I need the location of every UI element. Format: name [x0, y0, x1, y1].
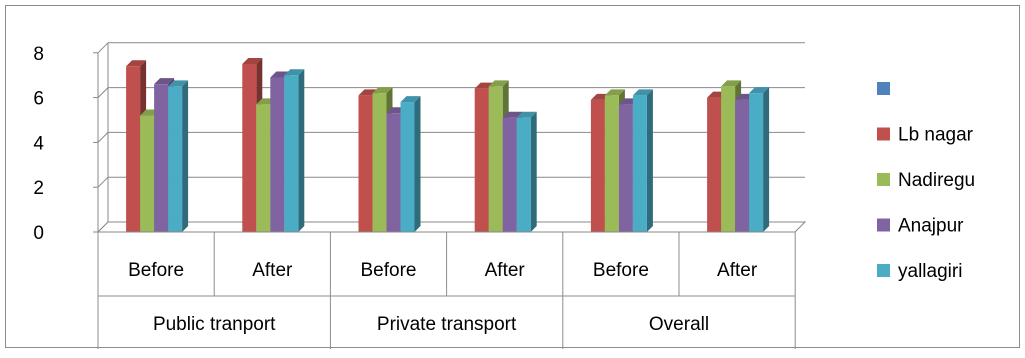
chart-floor: [96, 221, 807, 233]
bar-top: [372, 87, 393, 94]
x-tick-label: Before: [128, 260, 184, 281]
side-wall-gridline: [97, 87, 109, 98]
bar: [474, 88, 489, 232]
chart-border: [5, 5, 1020, 348]
bar: [358, 95, 373, 232]
bar: [400, 102, 415, 232]
x-tick-label: After: [485, 260, 526, 281]
y-tick-label: 8: [33, 44, 44, 65]
legend-label: Nadiregu: [898, 170, 975, 191]
legend-swatch: [877, 82, 890, 95]
bar-top: [400, 96, 421, 103]
x-tick-label: Before: [593, 260, 649, 281]
bar-top: [154, 78, 175, 85]
legend-swatch: [877, 127, 890, 141]
bar: [749, 93, 764, 233]
side-wall-gridline: [97, 132, 109, 143]
bar-top: [168, 80, 189, 87]
bar: [284, 75, 299, 232]
bar-side: [298, 69, 305, 232]
bar: [721, 86, 736, 233]
bar: [242, 64, 257, 232]
bar: [590, 99, 605, 232]
legend-swatch: [877, 264, 890, 277]
side-wall-gridline: [97, 42, 109, 54]
x-tick-label: After: [717, 260, 758, 281]
bar: [154, 84, 169, 232]
x-tick-label: After: [252, 260, 293, 281]
bar: [604, 95, 619, 232]
bar-top: [632, 89, 653, 96]
bar-side: [763, 87, 770, 233]
bar-side: [414, 96, 421, 232]
bar-side: [182, 80, 189, 233]
bar-side: [646, 89, 653, 232]
bar: [707, 97, 722, 232]
bar-top: [721, 80, 742, 87]
bar: [618, 104, 633, 232]
y-tick-label: 6: [33, 89, 44, 110]
bar: [488, 86, 503, 233]
group-label: Public tranport: [153, 314, 276, 335]
bar-side: [530, 111, 537, 232]
legend-swatch: [877, 173, 890, 186]
bar: [735, 99, 750, 232]
legend-label: yallagiri: [898, 261, 962, 282]
y-tick-label: 2: [33, 178, 44, 199]
group-label: Overall: [649, 314, 709, 335]
bar-top: [516, 111, 537, 118]
bar: [516, 117, 531, 232]
bar: [140, 115, 155, 232]
bar: [270, 77, 285, 232]
bar-top: [488, 80, 509, 87]
bar-top: [604, 89, 625, 96]
side-wall-gridline: [97, 176, 109, 188]
bar: [168, 86, 183, 233]
bar-top: [749, 87, 770, 94]
bar-top: [284, 69, 305, 76]
bar: [502, 117, 517, 232]
bar: [386, 113, 401, 232]
group-label: Private transport: [377, 314, 517, 335]
bar: [372, 93, 387, 233]
y-tick-label: 0: [33, 223, 44, 244]
bar: [632, 95, 647, 232]
bar-top: [242, 58, 263, 64]
bar: [126, 66, 141, 233]
y-tick-label: 4: [33, 133, 44, 154]
legend-swatch: [877, 218, 890, 232]
bar-top: [502, 111, 523, 118]
bar: [256, 104, 271, 232]
bar-top: [126, 60, 147, 67]
x-tick-label: Before: [361, 260, 417, 281]
legend-label: Anajpur: [898, 216, 964, 237]
legend-label: Lb nagar: [898, 125, 974, 146]
